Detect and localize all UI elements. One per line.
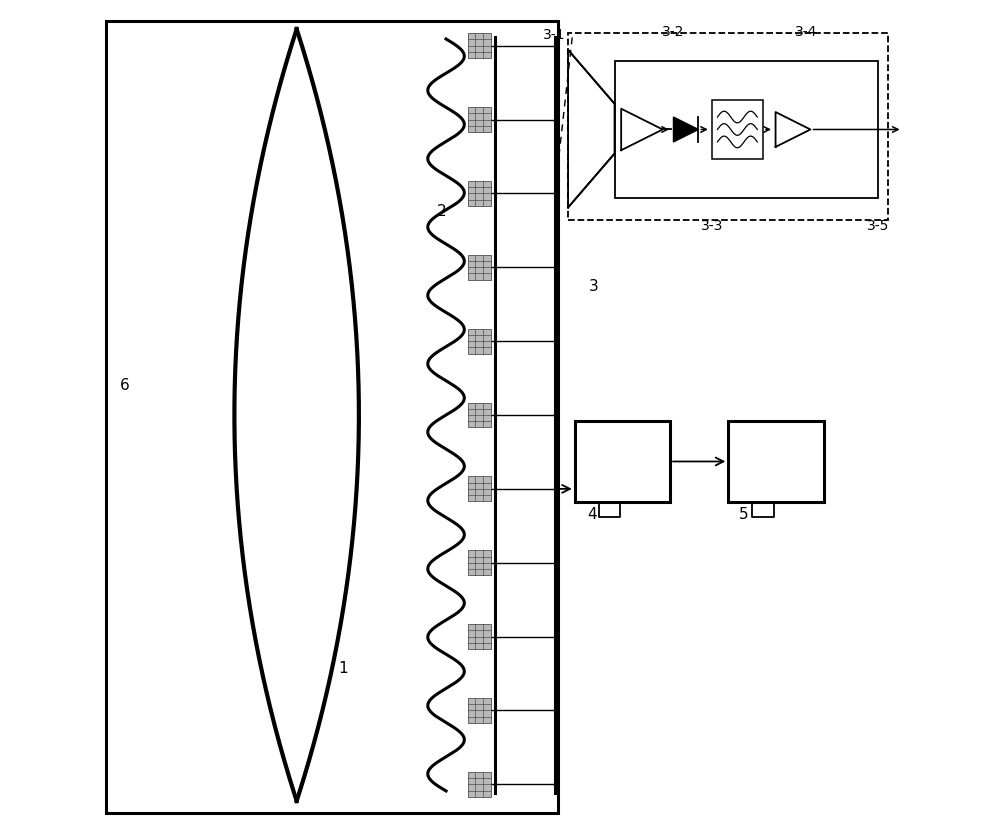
Bar [468, 107, 491, 132]
Bar [468, 624, 491, 649]
Text: 2: 2 [437, 204, 447, 219]
Text: 3-5: 3-5 [867, 219, 889, 232]
Bar [468, 550, 491, 575]
Bar [468, 329, 491, 354]
Polygon shape [673, 117, 698, 142]
Text: 5: 5 [739, 507, 749, 522]
Bar [468, 255, 491, 280]
Bar [568, 33, 888, 220]
Text: 3: 3 [589, 279, 599, 294]
Bar [106, 21, 558, 813]
Text: 3-3: 3-3 [701, 219, 723, 232]
Bar [615, 61, 878, 198]
Bar [468, 403, 491, 427]
Bar [468, 181, 491, 206]
Bar [712, 100, 763, 159]
Text: 3-4: 3-4 [795, 25, 817, 38]
Bar [468, 772, 491, 797]
Bar [728, 421, 824, 502]
Bar [468, 698, 491, 723]
Text: 6: 6 [120, 378, 130, 393]
Bar [575, 421, 670, 502]
Text: 4: 4 [587, 507, 597, 522]
Bar [468, 476, 491, 501]
Text: 1: 1 [338, 661, 348, 676]
Bar [468, 33, 491, 58]
Text: 3-2: 3-2 [662, 25, 684, 38]
Text: 3-1: 3-1 [543, 28, 566, 42]
